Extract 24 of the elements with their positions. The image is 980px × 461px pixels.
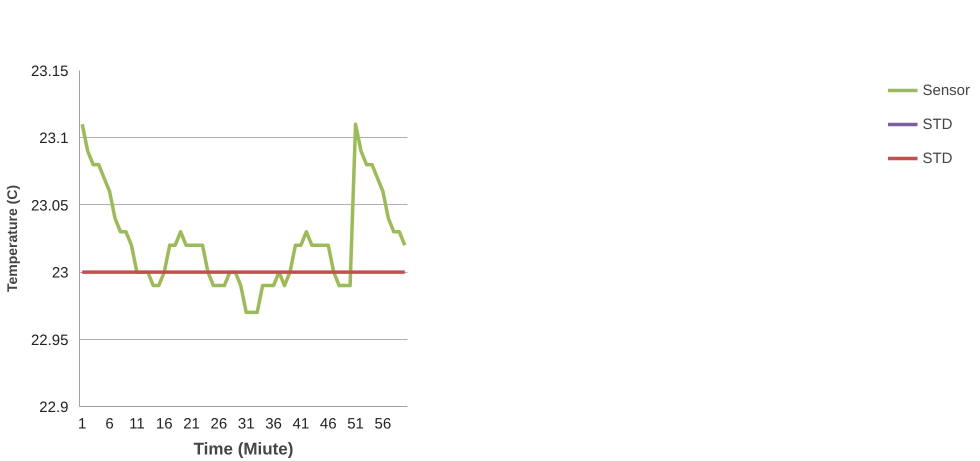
x-axis-title: Time (Miute) (194, 440, 294, 458)
y-tick-label: 22.95 (30, 332, 69, 349)
x-tick-label: 1 (78, 416, 86, 432)
y-axis-title: Temperature (C) (4, 184, 20, 292)
x-tick-label: 46 (320, 416, 337, 432)
x-tick-label: 26 (210, 416, 228, 432)
x-tick-label: 11 (129, 416, 145, 432)
x-tick-label: 21 (183, 416, 200, 432)
y-tick-label: 23.05 (30, 197, 69, 214)
x-tick-label: 16 (156, 416, 173, 432)
y-tick-label: 23.15 (30, 63, 69, 80)
legend-label: STD (922, 150, 952, 166)
x-tick-label: 6 (105, 416, 114, 432)
y-tick-label: 23.1 (39, 130, 69, 148)
line-series (80, 122, 407, 314)
legend-label: Sensor (922, 82, 970, 98)
y-tick-label: 23 (52, 264, 69, 282)
x-tick-label: 56 (374, 416, 392, 432)
x-tick-label: 36 (265, 416, 282, 432)
y-tick-label: 22.9 (39, 399, 69, 416)
x-tick-label: 51 (347, 416, 364, 432)
x-tick-label: 41 (292, 416, 310, 432)
x-tick-label: 31 (238, 416, 255, 432)
legend-label: STD (922, 116, 952, 132)
